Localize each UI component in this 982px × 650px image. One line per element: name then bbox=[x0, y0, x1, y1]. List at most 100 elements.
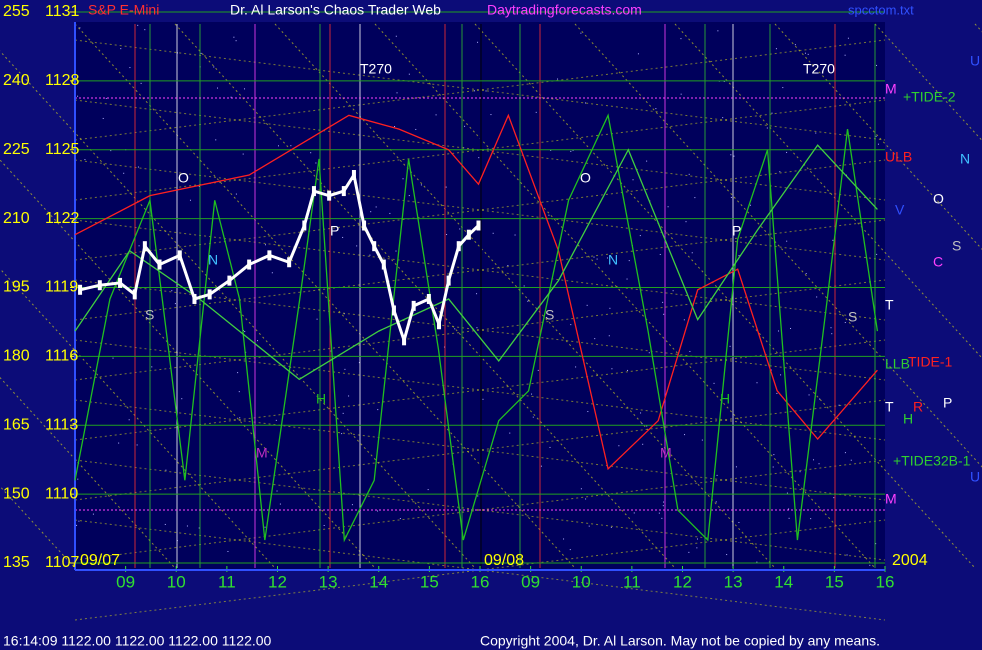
star bbox=[807, 53, 809, 55]
x-tick-label: 16 bbox=[471, 572, 490, 591]
star bbox=[364, 67, 366, 69]
star bbox=[805, 273, 807, 275]
star bbox=[655, 108, 657, 110]
star bbox=[492, 232, 494, 234]
star bbox=[869, 564, 871, 566]
star bbox=[277, 145, 279, 147]
star bbox=[76, 524, 78, 526]
series-line bbox=[74, 113, 878, 471]
star bbox=[667, 206, 669, 208]
y-tick-label: 1113 bbox=[45, 416, 78, 433]
star bbox=[786, 240, 788, 242]
star bbox=[454, 328, 456, 330]
star bbox=[815, 132, 817, 134]
star bbox=[685, 221, 687, 223]
star bbox=[213, 66, 215, 68]
star bbox=[112, 357, 114, 359]
price-bar bbox=[78, 284, 83, 295]
star bbox=[389, 212, 391, 214]
star bbox=[847, 37, 849, 39]
star bbox=[640, 412, 642, 414]
y-tick-label: 1116 bbox=[45, 348, 78, 365]
star bbox=[408, 73, 410, 75]
annotation: ULB bbox=[885, 149, 912, 165]
y2-tick-label: 150 bbox=[3, 485, 30, 502]
annotation: M bbox=[256, 445, 268, 461]
annotation: LLB bbox=[885, 356, 910, 372]
star bbox=[140, 82, 142, 84]
copyright: Copyright 2004, Dr. Al Larson. May not b… bbox=[480, 633, 880, 649]
star bbox=[137, 166, 139, 168]
x-tick-label: 12 bbox=[268, 572, 287, 591]
x-tick-label: 15 bbox=[825, 572, 844, 591]
lattice-line bbox=[374, 23, 876, 569]
star bbox=[609, 307, 611, 309]
star bbox=[766, 127, 768, 129]
star bbox=[662, 505, 664, 507]
star bbox=[549, 446, 551, 448]
star bbox=[782, 87, 784, 89]
file-name: spcctom.txt bbox=[848, 2, 914, 17]
star bbox=[646, 160, 648, 162]
y-tick-label: 1107 bbox=[45, 554, 80, 571]
star bbox=[474, 90, 476, 92]
star bbox=[415, 128, 417, 130]
star bbox=[446, 234, 448, 236]
star bbox=[271, 272, 273, 274]
lattice-line bbox=[0, 50, 476, 569]
star bbox=[476, 293, 478, 295]
annotation: +TIDE32B-1 bbox=[893, 453, 971, 469]
star bbox=[646, 425, 648, 427]
star bbox=[370, 211, 372, 213]
star bbox=[639, 235, 641, 237]
star bbox=[875, 135, 877, 137]
star bbox=[395, 250, 397, 252]
star bbox=[377, 409, 379, 411]
star bbox=[476, 327, 478, 329]
price-bar bbox=[207, 289, 212, 300]
star bbox=[342, 412, 344, 414]
annotation: N bbox=[208, 252, 218, 268]
star bbox=[642, 443, 644, 445]
x-tick-label: 11 bbox=[218, 572, 236, 591]
star bbox=[799, 471, 801, 473]
star bbox=[816, 296, 818, 298]
star bbox=[459, 228, 461, 230]
star bbox=[77, 95, 79, 97]
annotation: R bbox=[913, 399, 923, 415]
y2-tick-label: 240 bbox=[3, 72, 30, 89]
price-bar bbox=[476, 220, 481, 231]
star bbox=[395, 35, 397, 37]
annotation: H bbox=[903, 411, 913, 427]
star bbox=[358, 362, 360, 364]
star bbox=[735, 466, 737, 468]
price-bar bbox=[381, 259, 386, 270]
x-tick-label: 09 bbox=[116, 572, 135, 591]
decor bbox=[0, 23, 982, 621]
star bbox=[316, 318, 318, 320]
lattice-line bbox=[74, 39, 886, 141]
star bbox=[330, 350, 332, 352]
star bbox=[794, 44, 796, 46]
star bbox=[257, 340, 259, 342]
annotation: C bbox=[933, 254, 943, 270]
star bbox=[846, 174, 848, 176]
star bbox=[588, 525, 590, 527]
price-bar bbox=[142, 241, 147, 252]
lattice-line bbox=[74, 399, 886, 501]
star bbox=[548, 214, 550, 216]
star bbox=[569, 549, 571, 551]
star bbox=[557, 78, 559, 80]
price-bar bbox=[132, 289, 137, 300]
star bbox=[237, 372, 239, 374]
lattice-line bbox=[0, 376, 176, 569]
star bbox=[850, 459, 852, 461]
star bbox=[587, 411, 589, 413]
star bbox=[772, 466, 774, 468]
star bbox=[477, 41, 479, 43]
star bbox=[733, 155, 735, 157]
star bbox=[786, 492, 788, 494]
star bbox=[778, 330, 780, 332]
y2-tick-label: 165 bbox=[3, 416, 30, 433]
star bbox=[832, 239, 834, 241]
